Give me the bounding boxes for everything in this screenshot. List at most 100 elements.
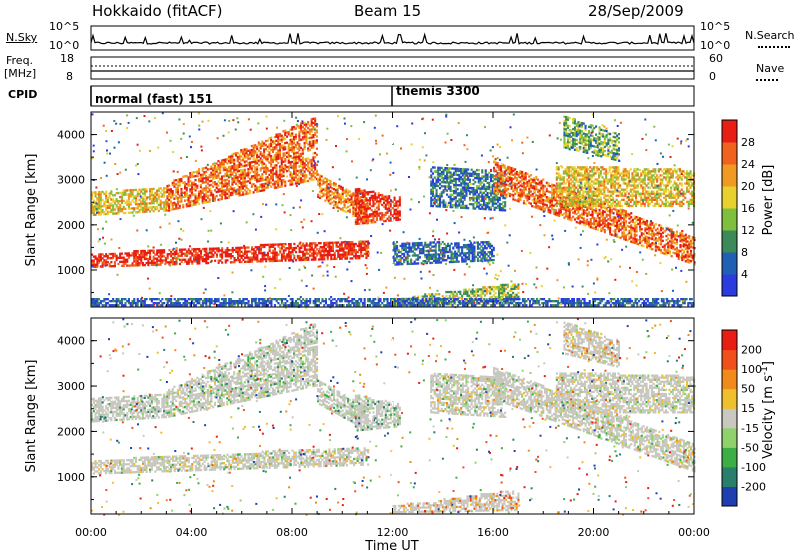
power-cell-1689 — [240, 190, 242, 192]
power-cell-943 — [105, 193, 107, 195]
power-cell-1035 — [130, 212, 132, 214]
power-cell-151 — [147, 260, 149, 262]
power-cell-372 — [223, 251, 225, 253]
power-cell-70 — [119, 253, 121, 255]
power-cell-250 — [181, 255, 183, 257]
power-cell-1982 — [272, 149, 274, 151]
power-cell-672 — [316, 252, 318, 254]
power-cell-441 — [248, 259, 250, 261]
power-cell-56 — [112, 253, 114, 255]
power-cell-1566 — [224, 167, 226, 169]
power-cell-10 — [95, 264, 97, 266]
power-cell-352 — [214, 248, 216, 250]
power-cell-1258 — [177, 197, 179, 199]
power-cell-1531 — [221, 186, 223, 188]
power-cell-1131 — [151, 198, 153, 200]
power-cell-769 — [343, 249, 345, 251]
power-cell-2196 — [293, 128, 295, 130]
power-cell-748 — [337, 250, 339, 252]
power-cell-1180 — [163, 207, 165, 209]
power-cell-2180 — [293, 169, 295, 171]
power-cell-270 — [188, 252, 190, 254]
power-cell-1521 — [219, 168, 221, 170]
power-cell-1133 — [151, 192, 153, 194]
power-cell-2264 — [300, 153, 302, 155]
power-cell-226 — [172, 253, 174, 255]
power-cell-765 — [341, 241, 343, 243]
power-cell-2226 — [297, 156, 299, 158]
power-cell-79 — [123, 257, 125, 259]
power-cell-1964 — [270, 149, 272, 151]
power-cell-348 — [212, 250, 214, 252]
power-cell-245 — [179, 255, 181, 257]
power-cell-14 — [96, 264, 98, 266]
power-cell-816 — [355, 257, 357, 259]
power-cell-136 — [142, 254, 144, 256]
power-cell-1704 — [242, 193, 244, 195]
power-cell-1080 — [140, 205, 142, 207]
power-cell-1146 — [154, 200, 156, 202]
power-cell-1257 — [177, 199, 179, 201]
power-cell-2079 — [281, 135, 283, 137]
power-cell-2192 — [293, 142, 295, 144]
power-cell-1688 — [240, 194, 242, 196]
power-cell-2112 — [284, 132, 286, 134]
power-cell-1854 — [258, 156, 260, 158]
power-cell-2290 — [302, 126, 304, 128]
power-cell-1931 — [267, 158, 269, 160]
power-cell-1170 — [160, 200, 162, 202]
power-cell-2056 — [279, 145, 281, 147]
power-cell-368 — [221, 253, 223, 255]
power-cell-639 — [307, 259, 309, 261]
power-cell-983 — [116, 198, 118, 200]
power-cell-2050 — [279, 157, 281, 159]
power-cell-662 — [313, 248, 315, 250]
power-cell-2229 — [297, 143, 299, 145]
power-cell-615 — [300, 251, 302, 253]
power-cell-981 — [116, 204, 118, 206]
power-cell-1702 — [240, 151, 242, 153]
power-cell-1259 — [177, 193, 179, 195]
power-cell-843 — [362, 247, 364, 249]
power-cell-1344 — [191, 172, 193, 174]
power-cell-1173 — [160, 187, 162, 189]
power-cell-1372 — [196, 185, 198, 187]
power-cell-606 — [299, 259, 301, 261]
power-cell-1565 — [224, 169, 226, 171]
power-cell-1086 — [142, 211, 144, 213]
power-cell-1875 — [261, 187, 263, 189]
power-cell-558 — [283, 255, 285, 257]
power-cell-1456 — [210, 192, 212, 194]
power-cell-243 — [179, 263, 181, 265]
power-cell-1160 — [158, 204, 160, 206]
power-cell-944 — [105, 191, 107, 193]
power-cell-1793 — [251, 151, 253, 153]
power-cell-1178 — [161, 189, 163, 191]
power-cell-2281 — [302, 159, 304, 161]
power-cell-371 — [221, 247, 223, 249]
power-cell-1953 — [270, 177, 272, 179]
power-cell-1732 — [244, 169, 246, 171]
power-cell-174 — [154, 258, 156, 260]
power-cell-1786 — [251, 175, 253, 177]
power-cell-602 — [295, 247, 297, 249]
power-cell-1900 — [263, 163, 265, 165]
power-cell-2100 — [284, 168, 286, 170]
power-cell-913 — [100, 211, 102, 213]
power-cell-13 — [96, 266, 98, 268]
power-cell-978 — [114, 194, 116, 196]
power-cell-1147 — [154, 198, 156, 200]
power-cell-1498 — [216, 169, 218, 171]
power-cell-481 — [260, 250, 262, 252]
power-cell-2183 — [293, 162, 295, 164]
power-cell-1034 — [128, 189, 130, 191]
power-cell-1634 — [233, 177, 235, 179]
power-cell-300 — [197, 254, 199, 256]
power-cell-543 — [277, 245, 279, 247]
power-cell-185 — [158, 255, 160, 257]
power-cell-745 — [337, 256, 339, 258]
power-cell-118 — [137, 256, 139, 258]
power-cell-336 — [209, 256, 211, 258]
power-cell-613 — [300, 259, 302, 261]
power-cell-1843 — [256, 152, 258, 154]
